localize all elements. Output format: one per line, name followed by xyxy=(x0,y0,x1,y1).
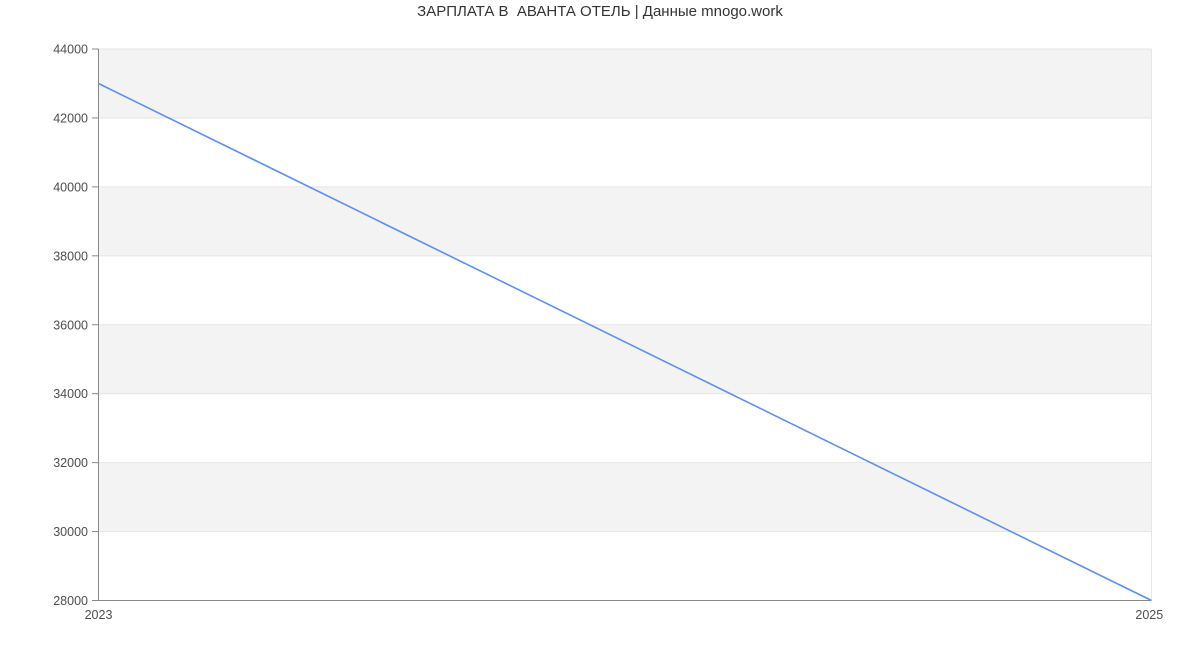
svg-text:2023: 2023 xyxy=(85,608,113,622)
svg-text:32000: 32000 xyxy=(53,456,88,470)
svg-text:38000: 38000 xyxy=(53,249,88,263)
svg-text:42000: 42000 xyxy=(53,111,88,125)
svg-text:30000: 30000 xyxy=(53,525,88,539)
svg-text:40000: 40000 xyxy=(53,180,88,194)
svg-text:36000: 36000 xyxy=(53,318,88,332)
svg-text:28000: 28000 xyxy=(53,594,88,608)
svg-text:44000: 44000 xyxy=(53,43,88,57)
svg-text:34000: 34000 xyxy=(53,387,88,401)
svg-text:2025: 2025 xyxy=(1135,608,1163,622)
